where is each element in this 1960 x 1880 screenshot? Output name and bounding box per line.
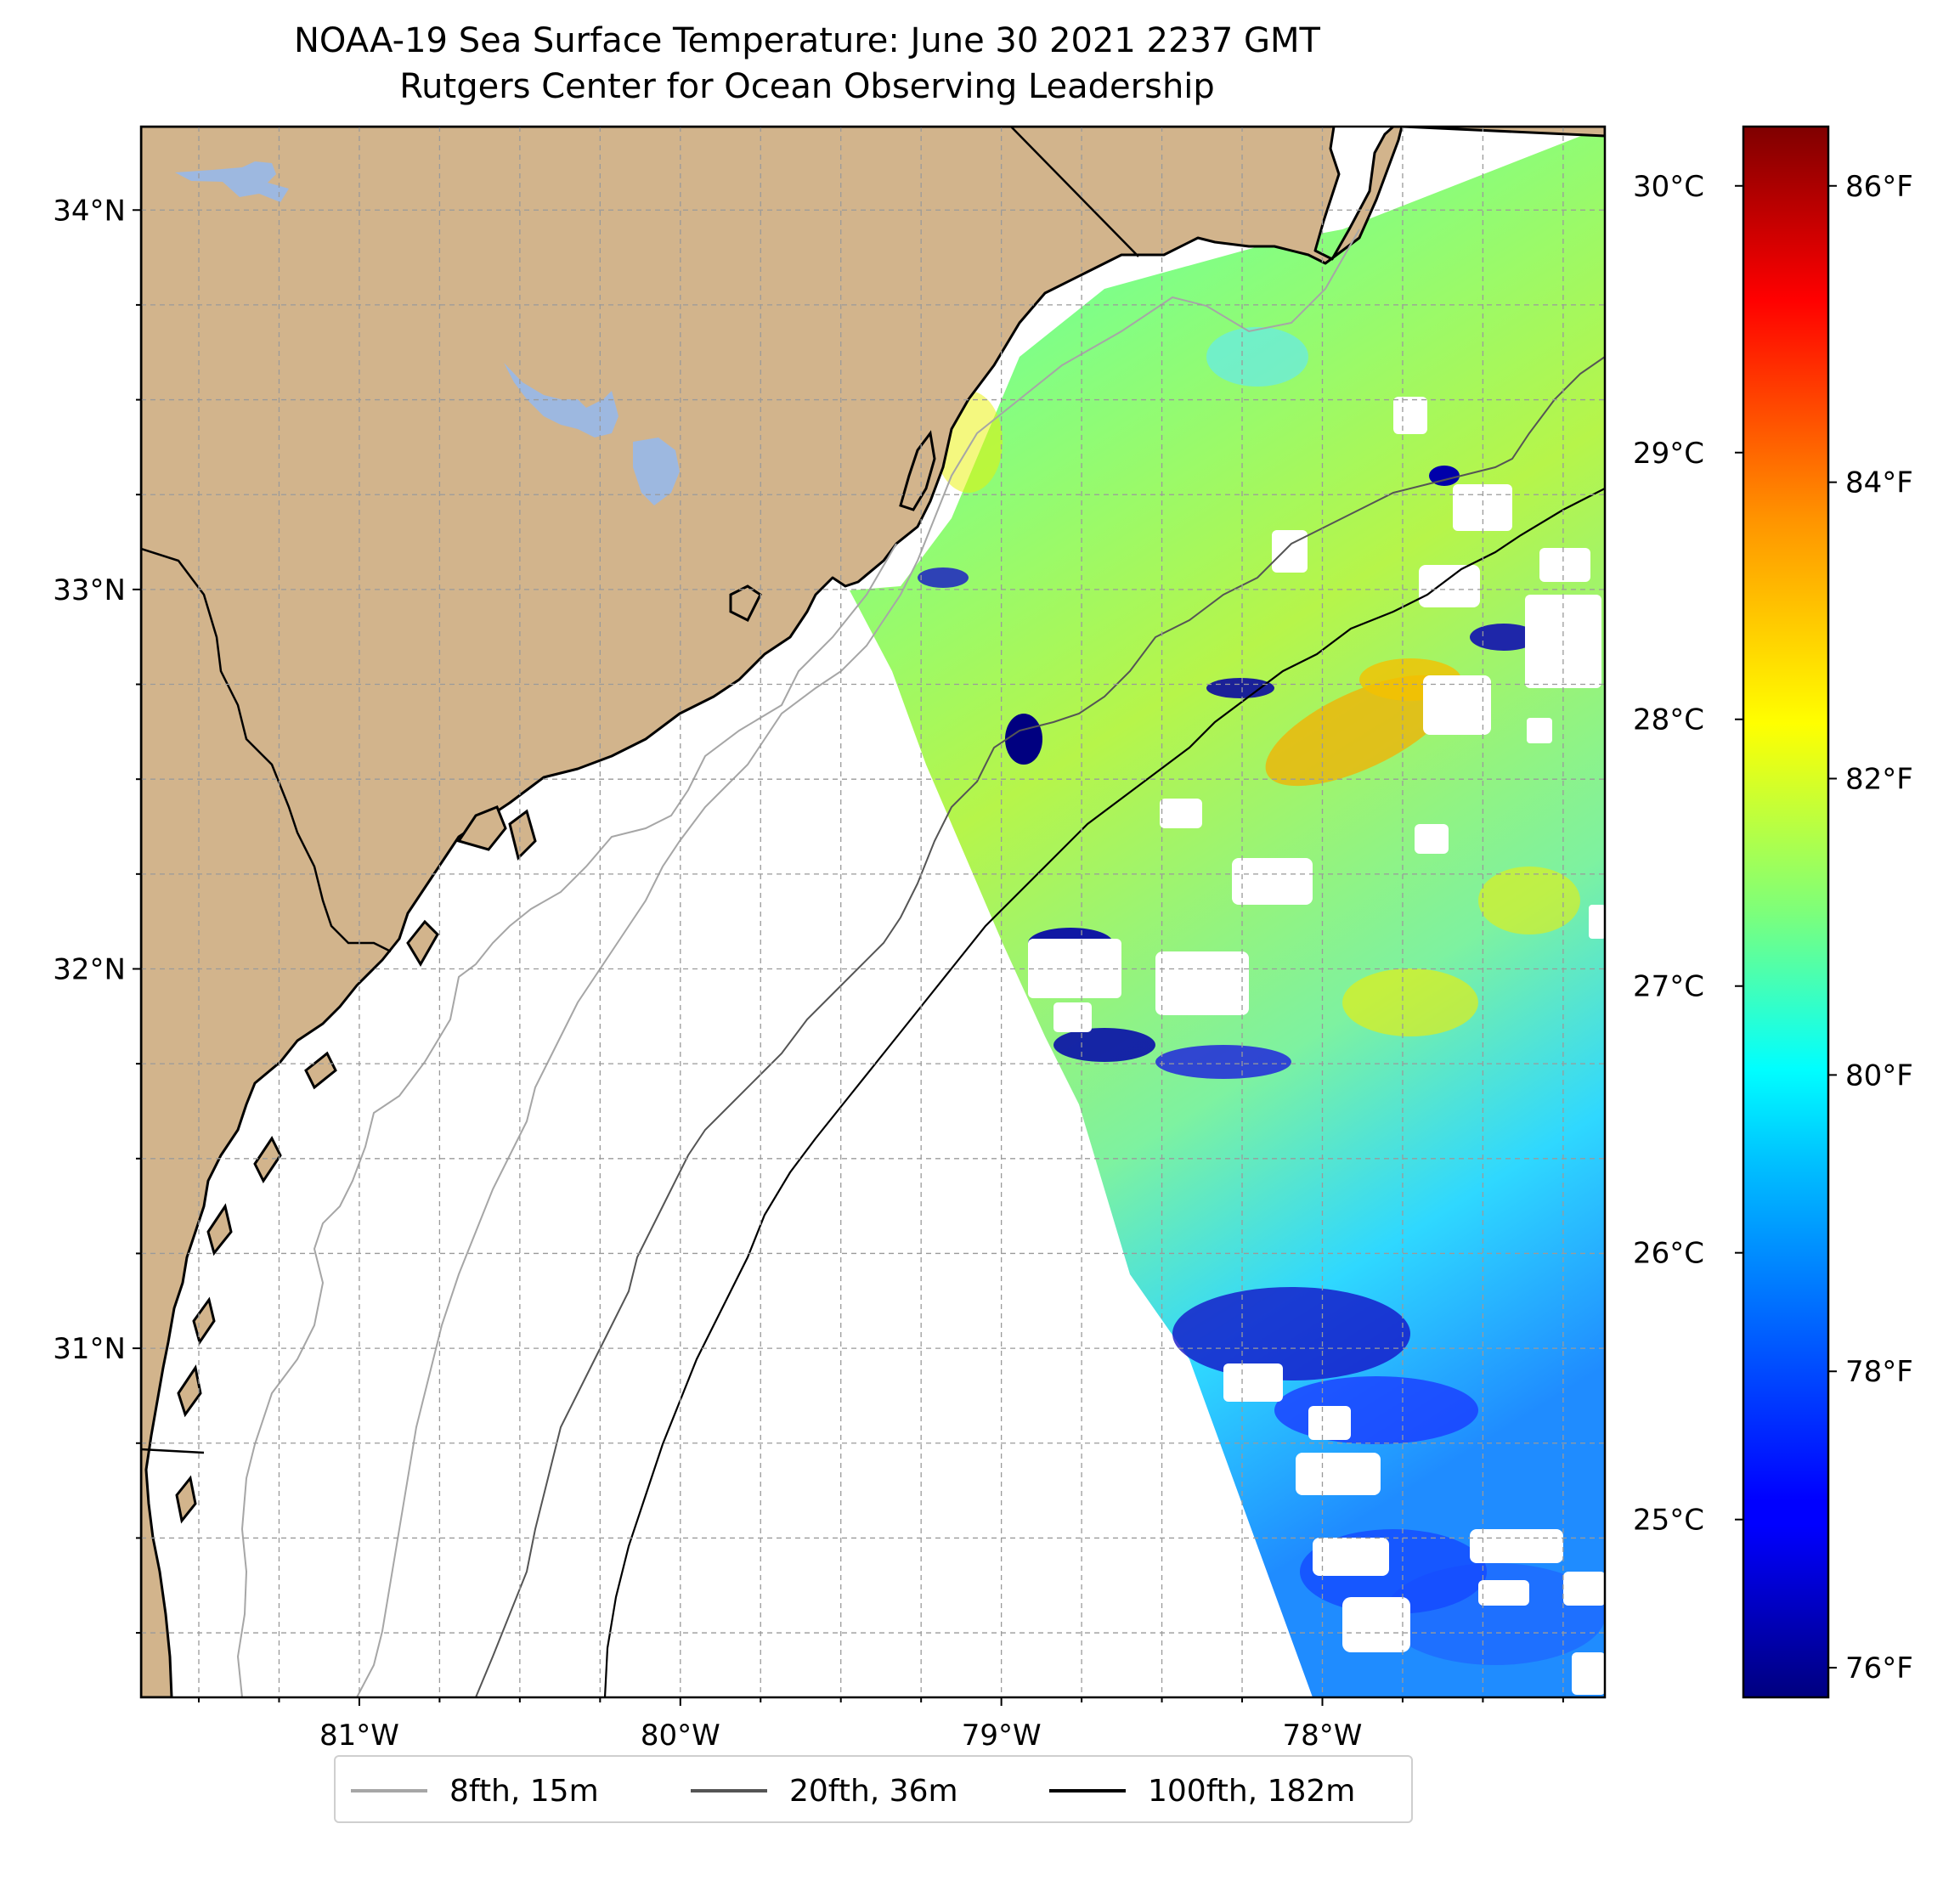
fahrenheit-tick-label: 84°F xyxy=(1845,466,1913,500)
contour-legend: 8fth, 15m 20fth, 36m 100fth, 182m xyxy=(334,1755,1413,1823)
fahrenheit-tick-label: 82°F xyxy=(1845,763,1913,797)
fahrenheit-tick-label: 78°F xyxy=(1845,1355,1913,1389)
legend-item-20fth: 20fth, 36m xyxy=(691,1772,958,1809)
legend-item-100fth: 100fth, 182m xyxy=(1049,1772,1355,1809)
river-boundary xyxy=(141,547,392,953)
colorbar: 30°C 29°C 28°C 27°C 26°C 25°C 86°F 84°F 82°F 80°… xyxy=(1633,125,1913,1699)
legend-line-20fth xyxy=(691,1789,767,1792)
lon-tick-label: 81°W xyxy=(319,1719,399,1753)
legend-label-100fth: 100fth, 182m xyxy=(1148,1773,1356,1809)
graticule xyxy=(141,127,1605,1697)
celsius-tick-label: 30°C xyxy=(1633,170,1704,204)
fahrenheit-tick-label: 80°F xyxy=(1845,1059,1913,1092)
contour-8fth xyxy=(236,543,897,1697)
celsius-tick-label: 29°C xyxy=(1633,437,1704,471)
fahrenheit-tick-label: 76°F xyxy=(1845,1651,1913,1685)
colorbar-gradient xyxy=(1742,125,1830,1699)
celsius-axis: 30°C 29°C 28°C 27°C 26°C 25°C xyxy=(1633,170,1743,1538)
lon-tick-label: 78°W xyxy=(1283,1719,1363,1753)
contour-100fth xyxy=(603,488,1605,1697)
map-title: NOAA-19 Sea Surface Temperature: June 30… xyxy=(293,21,1320,60)
lat-tick-label: 33°N xyxy=(53,573,126,607)
state-border xyxy=(1010,127,1139,257)
celsius-tick-label: 25°C xyxy=(1633,1504,1704,1538)
lon-tick-label: 79°W xyxy=(962,1719,1042,1753)
map-frame xyxy=(139,125,1607,1699)
legend-label-20fth: 20fth, 36m xyxy=(789,1773,958,1809)
legend-line-8fth xyxy=(351,1789,427,1792)
celsius-tick-label: 26°C xyxy=(1633,1237,1704,1271)
lat-tick-label: 31°N xyxy=(53,1332,126,1366)
sst-swath xyxy=(850,127,1605,1697)
lakes xyxy=(175,161,680,505)
latitude-axis: 34°N 33°N 32°N 31°N xyxy=(53,194,141,1634)
legend-label-8fth: 8fth, 15m xyxy=(449,1773,599,1809)
celsius-tick-label: 28°C xyxy=(1633,703,1704,737)
longitude-axis: 81°W 80°W 79°W 78°W xyxy=(198,1697,1564,1753)
land-area xyxy=(141,127,1605,1697)
map-subtitle: Rutgers Center for Ocean Observing Leade… xyxy=(399,67,1215,106)
celsius-tick-label: 27°C xyxy=(1633,970,1704,1004)
lat-tick-label: 34°N xyxy=(53,194,126,228)
lat-tick-label: 32°N xyxy=(53,952,126,986)
contour-20fth xyxy=(475,356,1605,1697)
fahrenheit-tick-label: 86°F xyxy=(1845,170,1913,204)
fahrenheit-axis: 86°F 84°F 82°F 80°F 78°F 76°F xyxy=(1828,170,1913,1685)
lon-tick-label: 80°W xyxy=(641,1719,720,1753)
legend-item-8fth: 8fth, 15m xyxy=(351,1772,599,1809)
legend-line-100fth xyxy=(1049,1789,1126,1792)
